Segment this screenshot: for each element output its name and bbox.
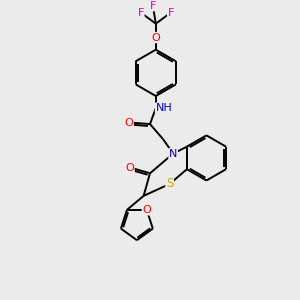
- Text: F: F: [138, 8, 144, 18]
- Text: NH: NH: [155, 103, 172, 113]
- Text: N: N: [169, 148, 177, 159]
- Text: O: O: [142, 205, 151, 215]
- Text: O: O: [152, 32, 160, 43]
- Text: F: F: [150, 1, 156, 11]
- Text: O: O: [125, 163, 134, 173]
- Text: S: S: [166, 178, 173, 190]
- Text: F: F: [168, 8, 174, 18]
- Text: O: O: [124, 118, 133, 128]
